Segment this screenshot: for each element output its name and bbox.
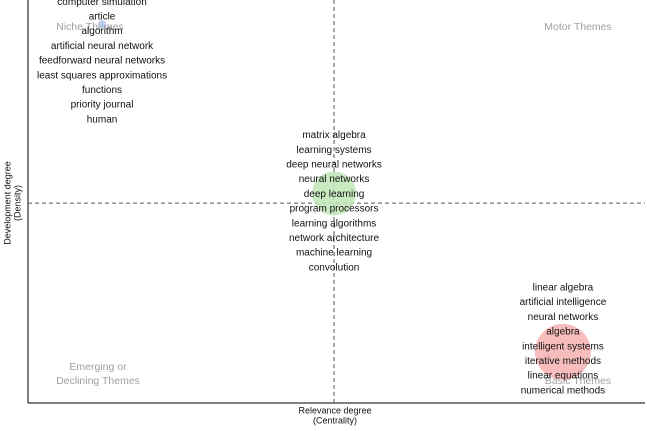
- cluster-label: program processors: [290, 204, 379, 215]
- quadrant-label: Emerging or: [69, 361, 127, 373]
- cluster-label: intelligent systems: [522, 341, 604, 352]
- y-axis-title: (Density): [12, 185, 22, 221]
- quadrant-label: Niche Themes: [56, 21, 124, 33]
- cluster-label: priority journal: [71, 100, 134, 111]
- x-axis-title: Relevance degree: [298, 405, 371, 415]
- y-axis-title: Development degree: [2, 161, 12, 245]
- cluster-label: matrix algebra: [302, 130, 366, 141]
- cluster-label: neural networks: [299, 174, 370, 185]
- cluster-label: article: [89, 12, 116, 23]
- cluster-label: functions: [82, 85, 122, 96]
- cluster-label: learning systems: [297, 145, 372, 156]
- cluster-label: deep learning: [304, 189, 365, 200]
- cluster-label: convolution: [309, 262, 360, 273]
- cluster-label: linear equations: [528, 371, 599, 382]
- cluster-label: learning algorithms: [292, 218, 377, 229]
- cluster-bubble: [312, 171, 357, 216]
- cluster-label: numerical methods: [521, 385, 605, 396]
- cluster-label: linear algebra: [533, 282, 594, 293]
- cluster-label: machine learning: [296, 248, 372, 259]
- cluster-bubble: [98, 20, 107, 29]
- cluster-label: neural networks: [528, 312, 599, 323]
- cluster-label: algebra: [546, 327, 580, 338]
- x-axis-title: (Centrality): [313, 415, 357, 425]
- quadrant-label: Motor Themes: [544, 21, 612, 33]
- cluster-label: computer simulation: [57, 0, 146, 8]
- cluster-label: iterative methods: [525, 356, 601, 367]
- cluster-label: artificial neural network: [51, 41, 154, 52]
- cluster-label: artificial intelligence: [520, 297, 607, 308]
- cluster-label: algorithm: [81, 26, 122, 37]
- cluster-label: human: [87, 114, 118, 125]
- cluster-bubble: [534, 323, 591, 380]
- cluster-label: network architecture: [289, 233, 379, 244]
- cluster-label: feedforward neural networks: [39, 56, 165, 67]
- cluster-label: deep neural networks: [286, 159, 382, 170]
- cluster-label: least squares approximations: [37, 70, 167, 81]
- quadrant-label: Declining Themes: [56, 375, 140, 387]
